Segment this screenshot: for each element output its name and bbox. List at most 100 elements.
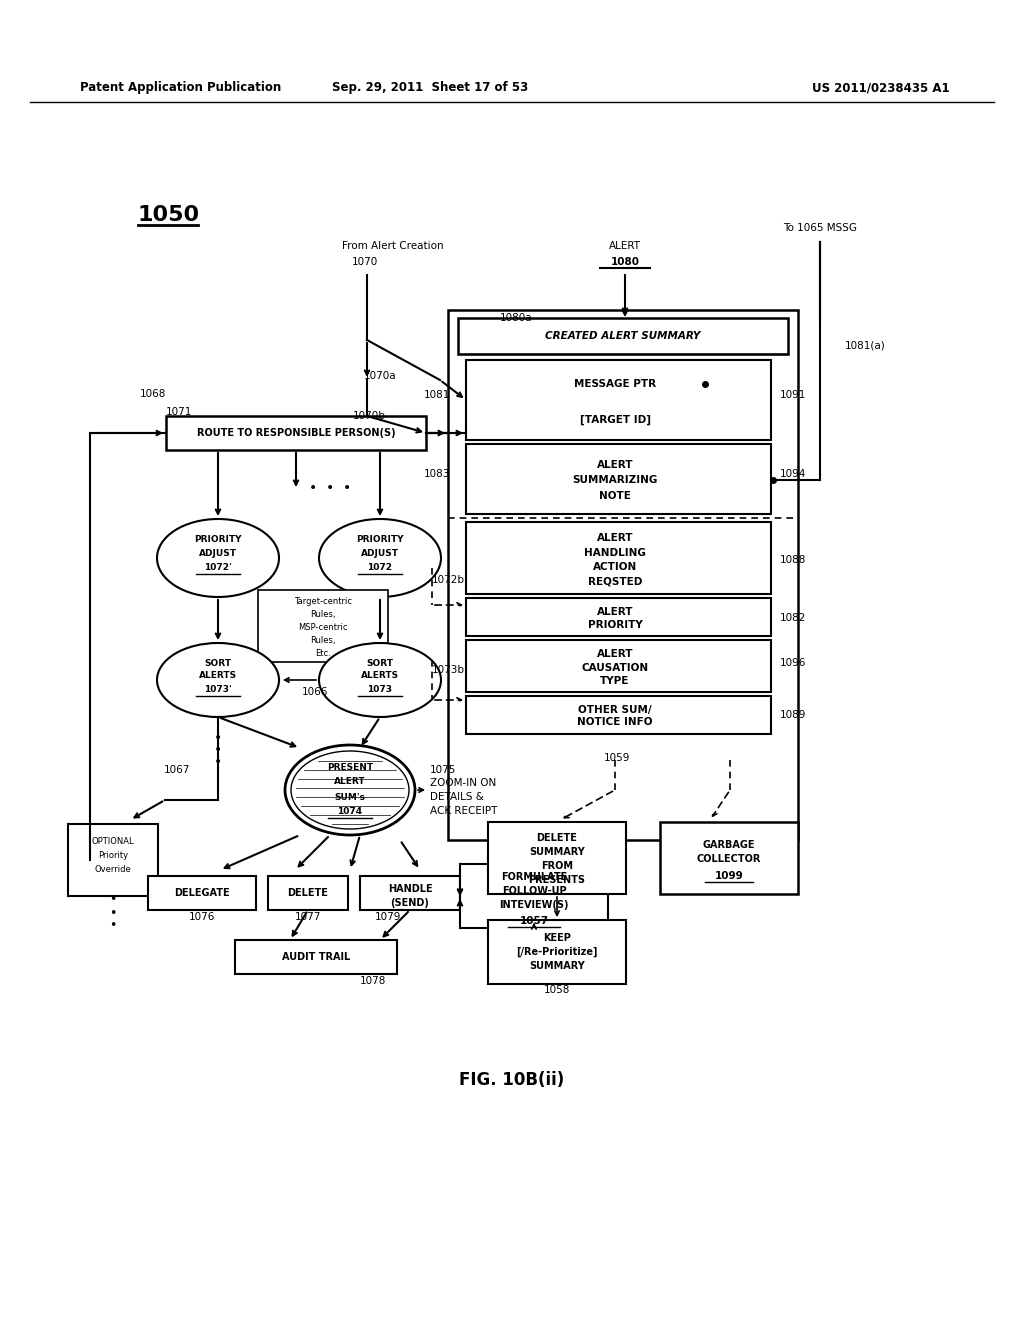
Text: 1075: 1075: [430, 766, 457, 775]
Text: ZOOM-IN ON: ZOOM-IN ON: [430, 777, 497, 788]
Bar: [68, 824, 158, 896]
Text: Patent Application Publication: Patent Application Publication: [80, 82, 282, 95]
Bar: [488, 920, 626, 983]
Text: 1082: 1082: [780, 612, 806, 623]
Bar: [466, 360, 771, 440]
Text: CAUSATION: CAUSATION: [582, 663, 648, 673]
Text: To 1065 MSSG: To 1065 MSSG: [783, 223, 857, 234]
Text: [TARGET ID]: [TARGET ID]: [580, 414, 650, 425]
Bar: [360, 876, 460, 909]
Bar: [466, 598, 771, 636]
Text: 1067: 1067: [164, 766, 190, 775]
Text: NOTICE INFO: NOTICE INFO: [578, 717, 652, 727]
Text: ACK RECEIPT: ACK RECEIPT: [430, 807, 498, 816]
Text: HANDLING: HANDLING: [584, 548, 646, 558]
Text: ALERT: ALERT: [597, 533, 633, 543]
Text: REQSTED: REQSTED: [588, 576, 642, 586]
Bar: [488, 822, 626, 894]
Text: SUMMARY: SUMMARY: [529, 847, 585, 857]
Text: 1072: 1072: [368, 564, 392, 573]
Text: •: •: [214, 743, 222, 756]
Bar: [466, 521, 771, 594]
Text: ALERTS: ALERTS: [360, 672, 399, 681]
Ellipse shape: [291, 751, 409, 829]
Text: KEEP: KEEP: [543, 933, 571, 942]
Text: 1083: 1083: [424, 469, 450, 479]
Text: •: •: [110, 920, 117, 932]
Text: •: •: [214, 731, 222, 744]
Text: SORT: SORT: [205, 659, 231, 668]
Text: HANDLE: HANDLE: [388, 884, 432, 894]
Text: CREATED ALERT SUMMARY: CREATED ALERT SUMMARY: [546, 331, 700, 341]
Text: SUMMARIZING: SUMMARIZING: [572, 475, 657, 484]
Text: 1091: 1091: [780, 389, 806, 400]
Text: 1073: 1073: [368, 685, 392, 694]
Text: AUDIT TRAIL: AUDIT TRAIL: [282, 952, 350, 962]
Text: 1089: 1089: [780, 710, 806, 719]
Text: 1057: 1057: [519, 916, 549, 927]
Text: ADJUST: ADJUST: [199, 549, 237, 558]
Text: GARBAGE: GARBAGE: [702, 840, 756, 850]
Bar: [268, 876, 348, 909]
Text: •: •: [110, 894, 117, 907]
Text: ALERT: ALERT: [597, 649, 633, 659]
Text: SORT: SORT: [367, 659, 393, 668]
Text: FIG. 10B(ii): FIG. 10B(ii): [460, 1071, 564, 1089]
Text: 1059: 1059: [604, 752, 631, 763]
Text: 1094: 1094: [780, 469, 806, 479]
Ellipse shape: [157, 643, 279, 717]
Text: NOTE: NOTE: [599, 491, 631, 502]
Text: PRIORITY: PRIORITY: [588, 620, 642, 630]
Text: FROM: FROM: [541, 861, 573, 871]
Bar: [466, 444, 771, 513]
Text: 1080a: 1080a: [500, 313, 532, 323]
Bar: [466, 640, 771, 692]
Bar: [234, 940, 397, 974]
Text: 1077: 1077: [295, 912, 322, 921]
Text: 1080: 1080: [610, 257, 640, 267]
Text: 1073b: 1073b: [432, 665, 465, 675]
Text: (SEND): (SEND): [390, 898, 429, 908]
Text: 1072b: 1072b: [432, 576, 465, 585]
Text: 1076: 1076: [188, 912, 215, 921]
Text: 1074: 1074: [338, 808, 362, 817]
Text: ALERT: ALERT: [597, 607, 633, 616]
Ellipse shape: [157, 519, 279, 597]
Text: ALERT: ALERT: [334, 777, 366, 787]
Bar: [148, 876, 256, 909]
Text: Override: Override: [94, 866, 131, 874]
Text: DELEGATE: DELEGATE: [174, 888, 229, 898]
Ellipse shape: [319, 519, 441, 597]
Text: MESSAGE PTR: MESSAGE PTR: [573, 379, 656, 389]
Text: 1050: 1050: [138, 205, 200, 224]
Text: 1073': 1073': [204, 685, 231, 694]
Text: MSP-centric: MSP-centric: [298, 623, 348, 632]
Text: COLLECTOR: COLLECTOR: [696, 854, 761, 865]
Text: PRIORITY: PRIORITY: [195, 536, 242, 544]
Text: DETAILS &: DETAILS &: [430, 792, 484, 803]
Text: ALERT: ALERT: [609, 242, 641, 251]
Text: Sep. 29, 2011  Sheet 17 of 53: Sep. 29, 2011 Sheet 17 of 53: [332, 82, 528, 95]
Text: 1058: 1058: [544, 985, 570, 995]
Text: •: •: [214, 755, 222, 770]
Text: 1072': 1072': [204, 564, 231, 573]
Text: 1066: 1066: [302, 686, 328, 697]
Text: 1078: 1078: [360, 975, 386, 986]
Bar: [660, 822, 798, 894]
Text: SUM's: SUM's: [335, 792, 366, 801]
Text: TYPE: TYPE: [600, 676, 630, 686]
Bar: [449, 310, 798, 840]
Text: 1088: 1088: [780, 554, 806, 565]
Text: DELETE: DELETE: [288, 888, 329, 898]
Text: 1070: 1070: [352, 257, 378, 267]
Text: Rules,: Rules,: [310, 636, 336, 645]
Text: SUMMARY: SUMMARY: [529, 961, 585, 972]
Text: From Alert Creation: From Alert Creation: [342, 242, 443, 251]
Text: 1079: 1079: [375, 912, 401, 921]
Text: INTEVIEW(S): INTEVIEW(S): [500, 900, 568, 909]
Text: US 2011/0238435 A1: US 2011/0238435 A1: [812, 82, 950, 95]
Bar: [466, 696, 771, 734]
Ellipse shape: [285, 744, 415, 836]
Text: Rules,: Rules,: [310, 610, 336, 619]
Text: Priority: Priority: [98, 851, 128, 861]
